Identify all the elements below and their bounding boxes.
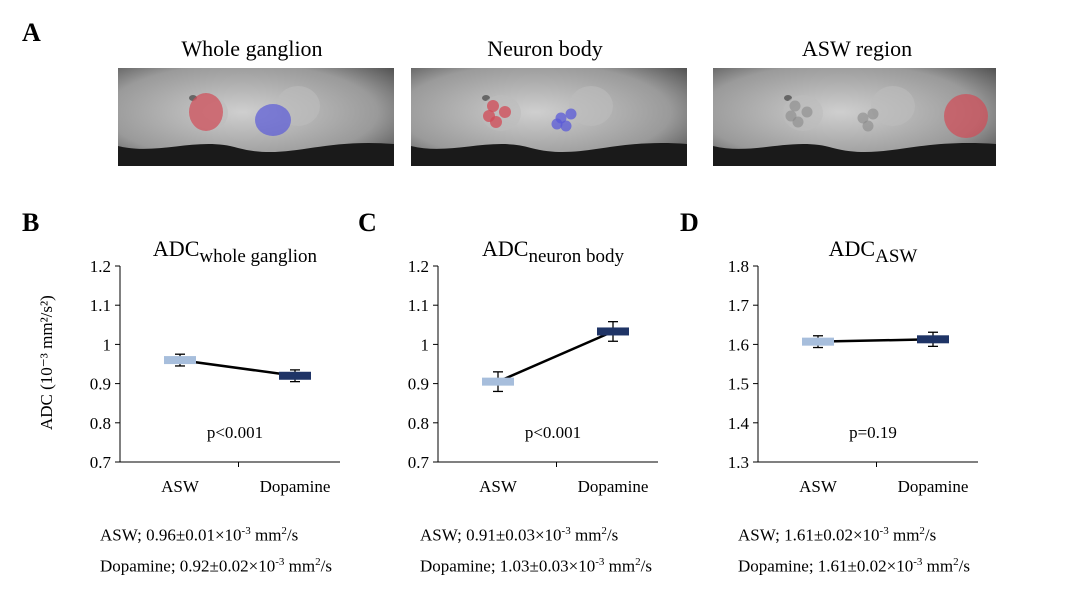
roi-red-overlay <box>189 93 223 131</box>
y-tick-label: 0.9 <box>408 375 429 394</box>
series-line <box>497 330 614 383</box>
chart-d: ADCASW 1.3 1.4 1.5 1.6 1.7 1.8 ASW Dopamine p=0.1… <box>678 200 1008 510</box>
p-value-annotation: p=0.19 <box>849 423 897 442</box>
chart-title-subscript: neuron body <box>528 246 624 267</box>
chart-b: ADCwhole ganglion 0.7 0.8 0.9 1 1.1 1.2 ASW Dopa… <box>40 200 370 510</box>
x-tick-label: ASW <box>799 477 838 496</box>
y-tick-label: 1.2 <box>408 257 429 276</box>
summary-d: ASW; 1.61±0.02×10-3 mm2/s Dopamine; 1.61… <box>738 518 970 579</box>
data-point-marker <box>802 337 834 346</box>
mri-dark-region <box>713 142 996 166</box>
chart-title-main: ADC <box>829 236 875 261</box>
y-tick-label: 1.1 <box>408 296 429 315</box>
roi-blue-overlay <box>565 108 577 120</box>
roi-blue-overlay <box>560 120 572 132</box>
image-title-neuron-body: Neuron body <box>487 36 603 61</box>
data-point-marker <box>482 377 514 386</box>
y-tick-label: 1 <box>421 335 430 354</box>
y-tick-label: 0.7 <box>90 453 112 472</box>
panel-letter-b: B <box>22 208 40 237</box>
p-value-annotation: p<0.001 <box>525 423 581 442</box>
y-tick-label: 0.8 <box>90 414 111 433</box>
mri-svg <box>411 68 687 166</box>
chart-b-svg: ADCwhole ganglion 0.7 0.8 0.9 1 1.1 1.2 ASW Dopa… <box>90 236 340 496</box>
chart-title-main: ADC <box>153 236 199 261</box>
roi-blue-overlay <box>255 104 291 136</box>
x-tick-label: ASW <box>479 477 518 496</box>
chart-c: ADCneuron body 0.7 0.8 0.9 1 1.1 1.2 ASW Dopamin… <box>358 200 688 510</box>
mri-svg <box>713 68 996 166</box>
y-tick-label: 1 <box>103 335 112 354</box>
roi-blue-overlay <box>551 118 563 130</box>
mri-image-asw-region <box>713 68 996 166</box>
y-tick-label: 0.7 <box>408 453 430 472</box>
p-value-annotation: p<0.001 <box>207 423 263 442</box>
panel-letter-c: C <box>358 208 377 237</box>
x-tick-label: ASW <box>161 477 200 496</box>
chart-title-main: ADC <box>482 236 528 261</box>
y-tick-label: 0.8 <box>408 414 429 433</box>
panel-letter-a: A <box>22 18 41 47</box>
summary-b-asw: ASW; 0.96±0.01×10-3 mm2/s <box>100 525 299 545</box>
svg-text:ADC (10⁻³ mm²/s²): ADC (10⁻³ mm²/s²) <box>37 295 56 430</box>
chart-title: ADCwhole ganglion <box>153 236 318 267</box>
y-tick-label: 1.6 <box>728 335 749 354</box>
mri-neuron <box>801 106 813 118</box>
y-tick-label: 1.2 <box>90 257 111 276</box>
mri-dark-region <box>411 142 687 166</box>
x-tick-label: Dopamine <box>898 477 969 496</box>
image-title-asw-region: ASW region <box>801 36 913 61</box>
roi-red-overlay <box>483 110 495 122</box>
summary-b: ASW; 0.96±0.01×10-3 mm2/s Dopamine; 0.92… <box>100 518 332 579</box>
y-tick-label: 1.8 <box>728 257 749 276</box>
summary-d-dopamine: Dopamine; 1.61±0.02×10-3 mm2/s <box>738 555 970 576</box>
roi-red-overlay <box>487 100 499 112</box>
y-tick-label: 1.7 <box>728 296 750 315</box>
image-title-whole-ganglion: Whole ganglion <box>181 36 323 61</box>
y-tick-label: 1.5 <box>728 375 749 394</box>
y-tick-label: 0.9 <box>90 375 111 394</box>
chart-title-subscript: ASW <box>875 246 917 267</box>
mri-ganglion-tissue <box>871 86 915 126</box>
series-line <box>817 338 934 343</box>
summary-c-asw: ASW; 0.91±0.03×10-3 mm2/s <box>420 525 619 545</box>
summary-c-dopamine: Dopamine; 1.03±0.03×10-3 mm2/s <box>420 555 652 576</box>
x-tick-label: Dopamine <box>578 477 649 496</box>
y-tick-label: 1.3 <box>728 453 749 472</box>
summary-d-asw: ASW; 1.61±0.02×10-3 mm2/s <box>738 525 937 545</box>
roi-red-overlay <box>499 106 511 118</box>
mri-image-whole-ganglion <box>118 68 394 166</box>
mri-svg <box>118 68 394 166</box>
chart-title-subscript: whole ganglion <box>199 246 317 267</box>
series-line <box>179 358 296 377</box>
mri-neuron <box>785 110 797 122</box>
x-tick-label: Dopamine <box>260 477 331 496</box>
chart-c-svg: ADCneuron body 0.7 0.8 0.9 1 1.1 1.2 ASW Dopamin… <box>408 236 658 496</box>
y-axis-label: ADC (10⁻³ mm²/s²) <box>37 295 56 430</box>
y-tick-label: 1.4 <box>728 414 750 433</box>
data-point-marker <box>279 371 311 380</box>
data-point-marker <box>597 327 629 336</box>
panel-letter-d: D <box>680 208 699 237</box>
summary-b-dopamine: Dopamine; 0.92±0.02×10-3 mm2/s <box>100 555 332 576</box>
data-point-marker <box>917 335 949 344</box>
mri-neuron <box>857 112 869 124</box>
mri-neuron <box>789 100 801 112</box>
roi-red-overlay <box>944 94 988 138</box>
data-point-marker <box>164 356 196 365</box>
mri-dark-region <box>118 142 394 166</box>
mri-ganglion-tissue <box>569 86 613 126</box>
mri-image-neuron-body <box>411 68 687 166</box>
chart-title: ADCASW <box>829 236 918 267</box>
mri-neuron <box>862 120 874 132</box>
chart-title: ADCneuron body <box>482 236 624 267</box>
mri-neuron <box>867 108 879 120</box>
y-tick-label: 1.1 <box>90 296 111 315</box>
summary-c: ASW; 0.91±0.03×10-3 mm2/s Dopamine; 1.03… <box>420 518 652 579</box>
